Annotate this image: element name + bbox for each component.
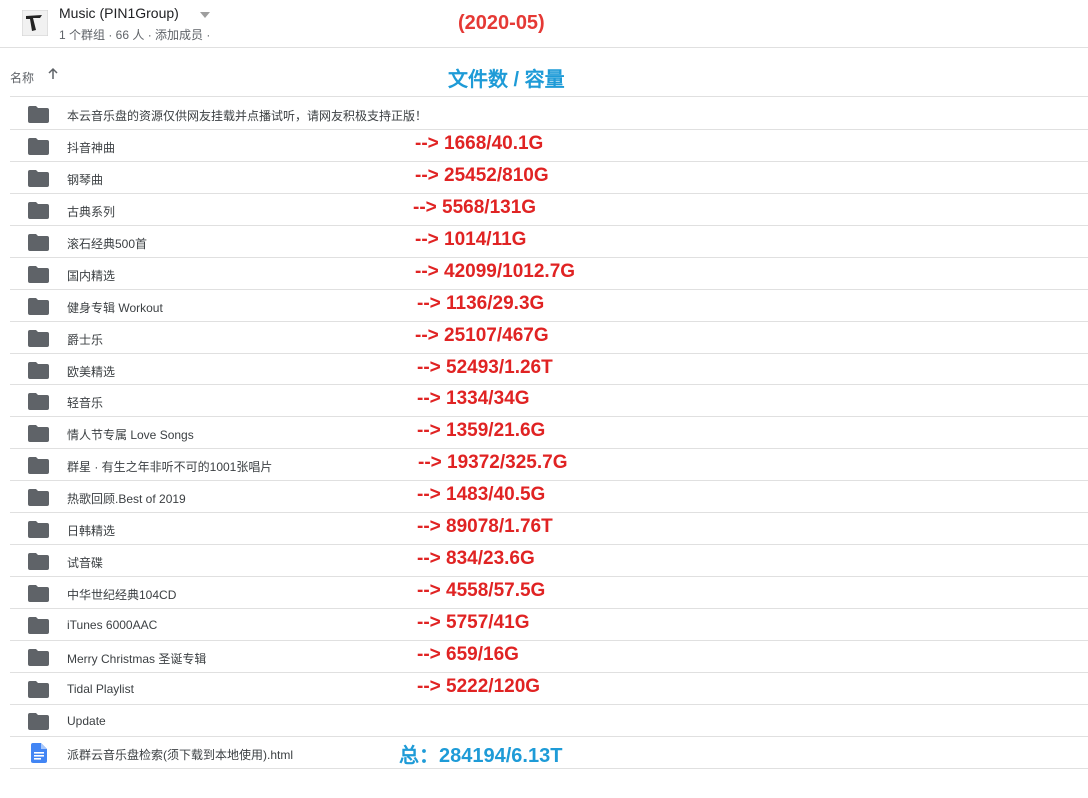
- stats-title: 文件数 / 容量: [448, 69, 565, 91]
- row-name: Merry Christmas 圣诞专辑: [67, 651, 207, 666]
- stats-annotation: --> 42099/1012.7G: [415, 260, 576, 282]
- row-name: 群星 · 有生之年非听不可的1001张唱片: [67, 460, 273, 475]
- row-name: Tidal Playlist: [67, 681, 134, 696]
- folder-icon: [28, 648, 49, 666]
- folder-icon: [28, 265, 49, 283]
- folder-row[interactable]: 中华世纪经典104CD --> 4558/57.5G: [10, 577, 1088, 609]
- stats-annotation: --> 1668/40.1G: [415, 132, 544, 154]
- group-meta: 1 个群组 · 66 人 · 添加成员 ·: [59, 26, 210, 43]
- date-annotation: (2020-05): [458, 12, 545, 34]
- stats-annotation: --> 25107/467G: [415, 324, 549, 346]
- row-name: 古典系列: [67, 204, 116, 219]
- row-name: 国内精选: [67, 268, 116, 283]
- folder-row[interactable]: 健身专辑 Workout --> 1136/29.3G: [10, 290, 1088, 322]
- row-name: 情人节专属 Love Songs: [67, 428, 194, 443]
- row-name: 轻音乐: [67, 396, 104, 411]
- group-avatar-icon[interactable]: [22, 10, 48, 36]
- folder-row[interactable]: iTunes 6000AAC --> 5757/41G: [10, 609, 1088, 641]
- row-name: 滚石经典500首: [67, 236, 148, 251]
- folder-icon: [28, 201, 49, 219]
- folder-row[interactable]: 欧美精选 --> 52493/1.26T: [10, 354, 1088, 386]
- stats-annotation: --> 834/23.6G: [417, 548, 535, 570]
- stats-annotation: --> 659/16G: [417, 643, 519, 665]
- stats-annotation: --> 1136/29.3G: [417, 292, 545, 314]
- stats-annotation: --> 89078/1.76T: [417, 516, 553, 538]
- folder-icon: [28, 106, 49, 123]
- folder-row[interactable]: 国内精选 --> 42099/1012.7G: [10, 258, 1088, 290]
- folder-icon: [28, 457, 49, 475]
- file-list: 本云音乐盘的资源仅供网友挂载并点播试听，请网友积极支持正版！ 抖音神曲 --> 16…: [10, 98, 1088, 769]
- folder-icon: [28, 712, 49, 730]
- stats-annotation: --> 52493/1.26T: [417, 356, 553, 378]
- stats-annotation: --> 4558/57.5G: [417, 580, 546, 602]
- folder-icon: [28, 425, 49, 443]
- row-name: iTunes 6000AAC: [67, 618, 158, 632]
- stats-annotation: --> 1483/40.5G: [417, 484, 546, 506]
- folder-icon: [28, 393, 49, 411]
- stats-annotation: --> 1014/11G: [415, 228, 527, 250]
- folder-row[interactable]: 古典系列 --> 5568/131G: [10, 194, 1088, 226]
- folder-row[interactable]: Merry Christmas 圣诞专辑 --> 659/16G: [10, 641, 1088, 673]
- folder-icon: [28, 297, 49, 315]
- group-name[interactable]: Music (PIN1Group): [59, 5, 179, 21]
- row-name: 健身专辑 Workout: [67, 300, 163, 315]
- stats-annotation: --> 5222/120G: [417, 675, 541, 697]
- group-meta-separator: ·: [203, 28, 211, 42]
- folder-row[interactable]: 滚石经典500首 --> 1014/11G: [10, 226, 1088, 258]
- column-header: 名称 文件数 / 容量: [10, 49, 1088, 97]
- folder-row[interactable]: 本云音乐盘的资源仅供网友挂载并点播试听，请网友积极支持正版！: [10, 98, 1088, 130]
- row-name: 抖音神曲: [67, 140, 116, 155]
- stats-annotation: --> 25452/810G: [415, 164, 549, 186]
- folder-icon: [28, 617, 49, 634]
- column-name-sort[interactable]: 名称: [10, 71, 35, 85]
- folder-row[interactable]: Update: [10, 705, 1088, 737]
- row-name: 中华世纪经典104CD: [67, 588, 177, 603]
- stats-annotation: --> 19372/325.7G: [418, 452, 568, 474]
- add-members-link[interactable]: 添加成员: [155, 28, 204, 42]
- group-member-count: 1 个群组 · 66 人 ·: [59, 28, 156, 42]
- row-name: 钢琴曲: [67, 172, 104, 187]
- folder-icon: [28, 489, 49, 507]
- row-name: 欧美精选: [67, 364, 116, 379]
- stats-annotation: --> 5757/41G: [417, 612, 530, 633]
- folder-row[interactable]: 轻音乐 --> 1334/34G: [10, 385, 1088, 418]
- folder-row[interactable]: 日韩精选 --> 89078/1.76T: [10, 513, 1088, 546]
- row-name: 日韩精选: [67, 524, 116, 539]
- file-row[interactable]: 派群云音乐盘检索(须下载到本地使用).html 总：284194/6.13T: [10, 737, 1088, 769]
- row-name: Update: [67, 713, 106, 728]
- folder-row[interactable]: 抖音神曲 --> 1668/40.1G: [10, 130, 1088, 162]
- stats-annotation: --> 1359/21.6G: [417, 420, 546, 442]
- document-icon: [31, 742, 47, 763]
- folder-row[interactable]: 群星 · 有生之年非听不可的1001张唱片 --> 19372/325.7G: [10, 449, 1088, 482]
- stats-annotation: --> 5568/131G: [413, 196, 537, 218]
- stats-annotation: --> 1334/34G: [417, 388, 530, 410]
- total-annotation: 总：284194/6.13T: [399, 744, 563, 767]
- folder-icon: [28, 329, 49, 347]
- folder-row[interactable]: 试音碟 --> 834/23.6G: [10, 545, 1088, 578]
- folder-row[interactable]: 热歌回顾.Best of 2019 --> 1483/40.5G: [10, 481, 1088, 514]
- arrow-up-icon[interactable]: [46, 67, 60, 81]
- row-name: 本云音乐盘的资源仅供网友挂载并点播试听，请网友积极支持正版！: [67, 109, 428, 123]
- folder-icon: [28, 233, 49, 251]
- row-name: 爵士乐: [67, 332, 104, 347]
- folder-icon: [28, 553, 49, 571]
- folder-icon: [28, 361, 49, 379]
- group-header: Music (PIN1Group) 1 个群组 · 66 人 · 添加成员 · …: [0, 0, 1088, 48]
- row-name: 试音碟: [67, 556, 104, 571]
- folder-icon: [28, 585, 49, 603]
- folder-row[interactable]: 情人节专属 Love Songs --> 1359/21.6G: [10, 417, 1088, 450]
- folder-icon: [28, 137, 49, 155]
- folder-icon: [28, 680, 49, 698]
- folder-row[interactable]: Tidal Playlist --> 5222/120G: [10, 673, 1088, 705]
- folder-icon: [28, 521, 49, 539]
- folder-row[interactable]: 钢琴曲 --> 25452/810G: [10, 162, 1088, 194]
- folder-row[interactable]: 爵士乐 --> 25107/467G: [10, 322, 1088, 354]
- folder-icon: [28, 169, 49, 187]
- row-name: 派群云音乐盘检索(须下载到本地使用).html: [67, 747, 293, 762]
- row-name: 热歌回顾.Best of 2019: [67, 492, 186, 507]
- chevron-down-icon[interactable]: [200, 12, 210, 18]
